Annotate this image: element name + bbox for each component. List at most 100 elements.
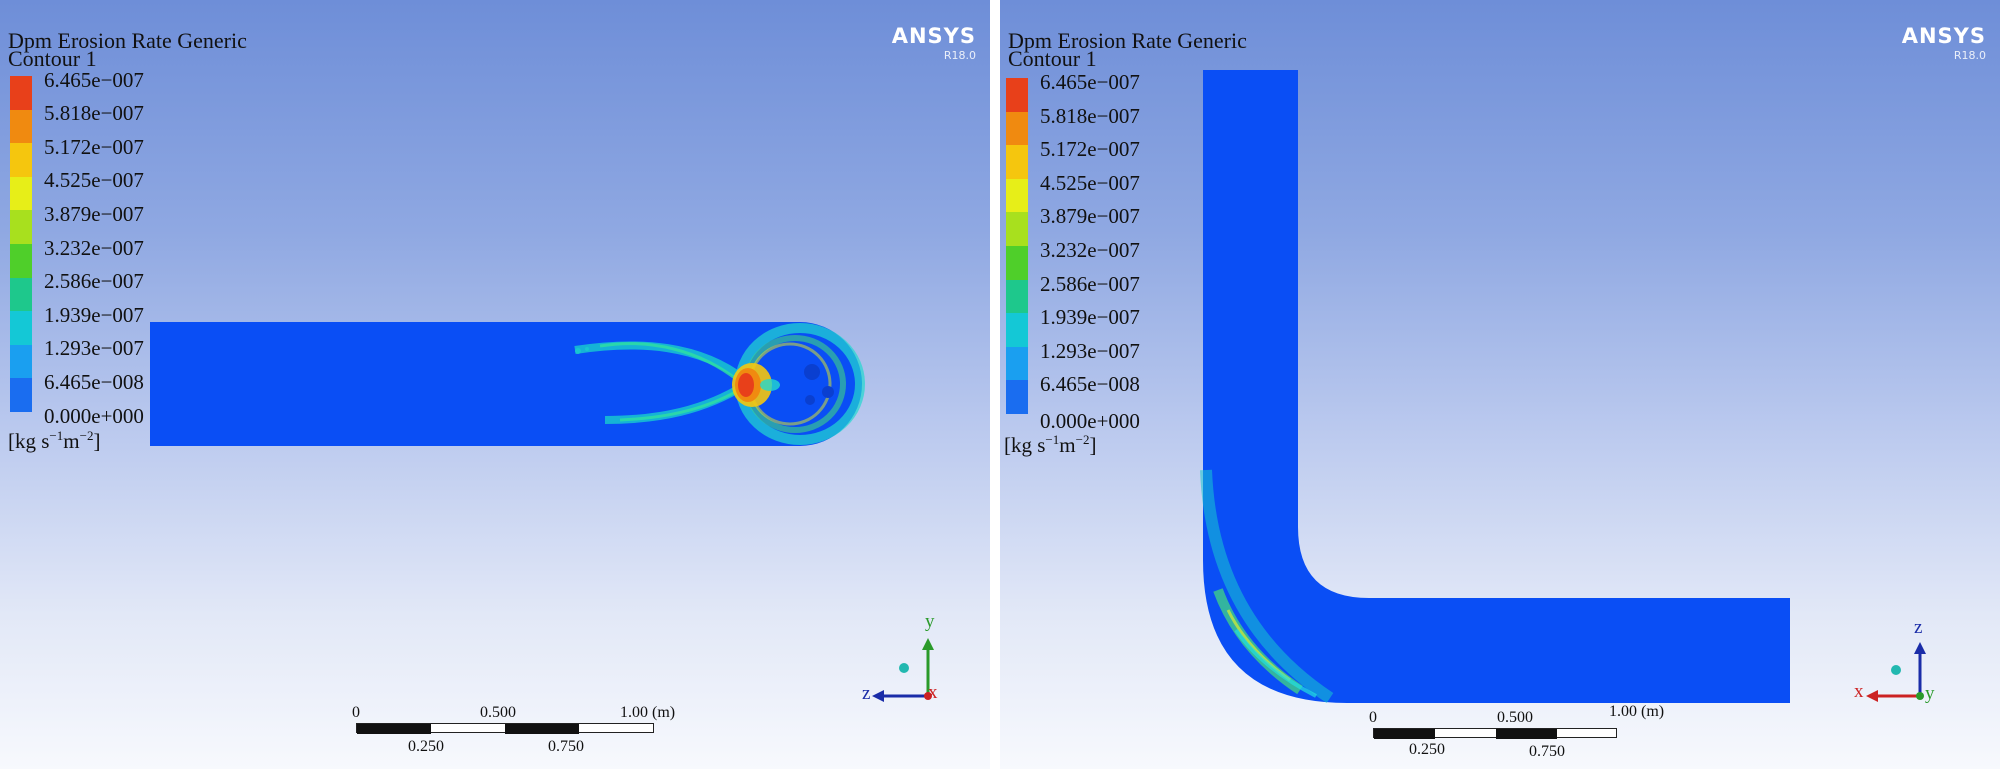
left-logo-version: R18.0	[943, 49, 976, 62]
erosion-streak-bend	[1200, 469, 1334, 704]
scale-label: 0.250	[1409, 741, 1445, 758]
triad-label-right: y	[1925, 683, 1935, 704]
units-exp: −2	[1075, 432, 1090, 447]
colorbar-segment	[10, 143, 32, 177]
units-suffix: ]	[93, 429, 101, 453]
left-subtitle: Contour 1	[8, 46, 97, 71]
colorbar-segment	[1006, 78, 1028, 112]
erosion-speck	[575, 348, 581, 354]
scale-bar-block	[1496, 729, 1557, 739]
erosion-hotspot-core	[738, 373, 754, 397]
colorbar-segment	[10, 277, 32, 312]
colorbar-segment	[1006, 178, 1028, 213]
colorbar-segment	[1006, 313, 1028, 347]
right-title: Dpm Erosion Rate Generic	[1008, 28, 1247, 53]
legend-label: 4.525e−007	[1040, 171, 1140, 195]
erosion-streak-upper-inner	[599, 342, 741, 384]
colorbar-segment	[1006, 245, 1028, 280]
scale-bar-block	[1374, 729, 1435, 739]
right-units: [kg s−1m−2]	[1004, 432, 1096, 458]
triad-origin	[1916, 692, 1924, 700]
legend-label: 1.939e−007	[44, 303, 144, 327]
units-prefix: [kg s	[1004, 433, 1046, 457]
colorbar-segment	[1006, 346, 1028, 381]
triad-view-dot	[1891, 665, 1901, 675]
legend-label: 3.232e−007	[1040, 238, 1140, 262]
scale-bar-frame	[356, 723, 654, 734]
units-suffix: ]	[1089, 433, 1097, 457]
colorbar-segment	[10, 76, 32, 110]
legend-label: 3.879e−007	[44, 202, 144, 226]
legend-label: 5.818e−007	[1040, 104, 1140, 128]
legend-label: 2.586e−007	[1040, 272, 1140, 296]
right-logo-brand: ANSYS	[1901, 24, 1986, 48]
legend-label: 1.293e−007	[44, 336, 144, 360]
legend-label: 0.000e+000	[1040, 409, 1140, 433]
triad-label-left: x	[1854, 681, 1864, 702]
legend-label: 5.818e−007	[44, 101, 144, 125]
legend-label: 6.465e−007	[1040, 70, 1140, 94]
units-exp: −2	[79, 428, 94, 443]
colorbar-segment	[10, 210, 32, 244]
scale-label: 1.00 (m)	[1609, 703, 1665, 720]
colorbar-segment	[1006, 145, 1028, 179]
colorbar-segment	[10, 176, 32, 211]
erosion-speck	[585, 347, 589, 351]
triad-left-arrow	[872, 690, 884, 702]
triad-label-up: y	[925, 611, 935, 632]
units-mid: m	[1059, 433, 1076, 457]
colorbar-segment	[10, 378, 32, 412]
scale-label: 0.500	[480, 704, 516, 721]
legend-label: 5.172e−007	[1040, 137, 1140, 161]
left-geometry	[150, 322, 934, 702]
right-colorbar	[1006, 78, 1028, 414]
colorbar-segment	[1006, 212, 1028, 246]
triad-left-arrow	[1866, 690, 1878, 702]
scale-label: 0.250	[408, 738, 444, 755]
left-colorbar	[10, 76, 32, 412]
colorbar-segment	[1006, 279, 1028, 314]
colorbar-segment	[1006, 111, 1028, 146]
legend-label: 2.586e−007	[44, 269, 144, 293]
right-elbow-domain	[1203, 70, 1790, 703]
erosion-patch	[805, 395, 815, 405]
triad-up-arrow	[1914, 642, 1926, 654]
legend-label: 6.465e−008	[1040, 372, 1140, 396]
right-geometry	[1200, 70, 1926, 704]
legend-label: 6.465e−007	[44, 68, 144, 92]
right-scale-bar: 0 0.500 1.00 (m) 0.250 0.750	[1369, 704, 1673, 768]
legend-label: 3.879e−007	[1040, 204, 1140, 228]
legend-label: 1.293e−007	[1040, 339, 1140, 363]
scale-bar-block	[357, 724, 431, 734]
right-contour-panel: Dpm Erosion Rate Generic Contour 1 ANSYS…	[1000, 0, 2000, 769]
erosion-streak-bend-cyan	[1234, 628, 1317, 698]
left-contour-panel: Dpm Erosion Rate Generic Contour 1 ANSYS…	[0, 0, 990, 769]
triad-label-center: x	[928, 682, 938, 703]
colorbar-segment	[10, 109, 32, 144]
colorbar-segment	[10, 311, 32, 345]
triad-origin	[924, 692, 932, 700]
scale-label: 0	[352, 704, 360, 721]
left-logo-brand: ANSYS	[891, 24, 976, 48]
right-logo-version: R18.0	[1953, 49, 1986, 62]
right-ansys-logo: ANSYS R18.0	[1901, 24, 1986, 63]
scale-label: 1.00 (m)	[620, 704, 676, 721]
scale-label: 0	[1369, 709, 1377, 726]
units-prefix: [kg s	[8, 429, 50, 453]
legend-label: 5.172e−007	[44, 135, 144, 159]
left-units: [kg s−1m−2]	[8, 428, 100, 454]
erosion-streak-lower-inner	[619, 386, 743, 422]
colorbar-segment	[1006, 380, 1028, 414]
scale-label: 0.750	[548, 738, 584, 755]
erosion-patch	[804, 364, 820, 380]
scale-label: 0.750	[1529, 743, 1565, 760]
legend-label: 3.232e−007	[44, 236, 144, 260]
right-subtitle: Contour 1	[1008, 46, 1097, 71]
scale-bar-frame	[1373, 728, 1617, 739]
left-title: Dpm Erosion Rate Generic	[8, 28, 247, 53]
panel-divider	[990, 0, 1000, 769]
triad-view-dot	[899, 663, 909, 673]
scale-bar-block	[505, 724, 579, 734]
units-mid: m	[63, 429, 80, 453]
units-exp: −1	[49, 428, 64, 443]
